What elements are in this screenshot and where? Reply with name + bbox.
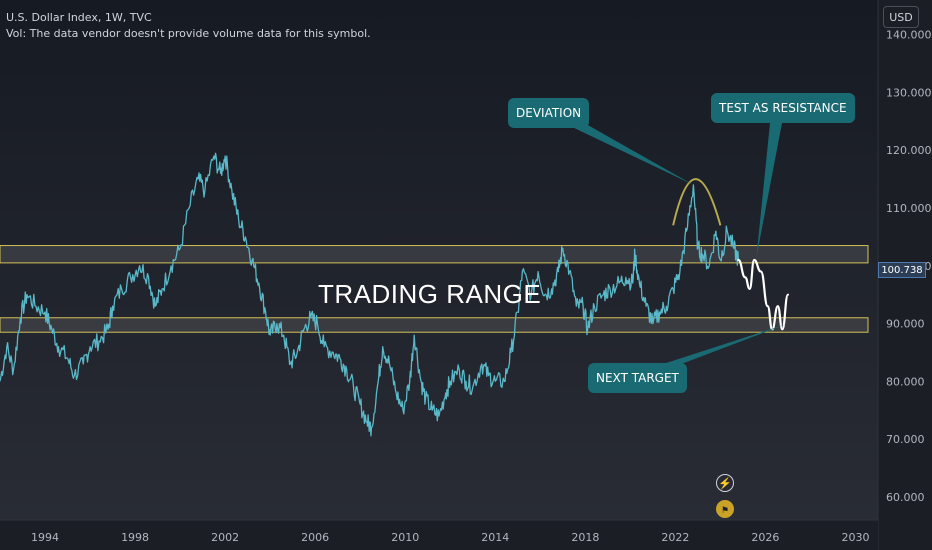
- deviation-pointer: [570, 124, 694, 185]
- callout-pointers: [570, 123, 788, 366]
- y-tick-label: 140.000: [886, 29, 932, 42]
- y-tick-label: 70.000: [886, 433, 925, 446]
- test-as-resistance-callout: TEST AS RESISTANCE: [711, 93, 855, 123]
- x-axis[interactable]: 1994 1998 2002 2006 2010 2014 2018 2022 2026 2030: [31, 531, 869, 544]
- price-series: [0, 152, 740, 437]
- range-zone-1: [0, 317, 869, 333]
- y-tick-label: 90.000: [886, 318, 925, 331]
- x-tick-label: 1994: [31, 531, 59, 544]
- y-tick-label: 110.000: [886, 202, 932, 215]
- deviation-arc-path: [672, 178, 722, 226]
- deviation-arc: [672, 178, 722, 226]
- symbol-title: U.S. Dollar Index, 1W, TVC: [6, 11, 152, 24]
- x-tick-label: 1998: [121, 531, 149, 544]
- next-target-callout: NEXT TARGET: [588, 363, 687, 393]
- x-tick-label: 2026: [751, 531, 779, 544]
- y-tick-label: 120.000: [886, 144, 932, 157]
- x-tick-label: 2022: [661, 531, 689, 544]
- last-price-label: 100.738: [878, 262, 926, 278]
- volume-note: Vol: The data vendor doesn't provide vol…: [6, 27, 371, 40]
- x-tick-label: 2014: [481, 531, 509, 544]
- price-line: [0, 152, 740, 437]
- y-tick-label: 60.000: [886, 491, 925, 504]
- x-tick-label: 2018: [571, 531, 599, 544]
- x-tick-label: 2002: [211, 531, 239, 544]
- trading-range-label: TRADING RANGE: [318, 279, 542, 309]
- x-tick-label: 2010: [391, 531, 419, 544]
- y-tick-label: 80.000: [886, 375, 925, 388]
- y-tick-label: 130.000: [886, 86, 932, 99]
- resistance-pointer: [756, 123, 782, 258]
- currency-button[interactable]: USD: [883, 6, 919, 28]
- deviation-callout: DEVIATION: [508, 98, 590, 128]
- projection-line: [737, 258, 790, 331]
- x-tick-label: 2006: [301, 531, 329, 544]
- flag-icon[interactable]: ⚑: [716, 500, 734, 518]
- next-target-pointer: [660, 323, 788, 366]
- range-zone-0: [0, 245, 869, 264]
- projection-path: [737, 258, 790, 331]
- lightning-icon[interactable]: ⚡: [716, 474, 734, 492]
- x-tick-label: 2030: [841, 531, 869, 544]
